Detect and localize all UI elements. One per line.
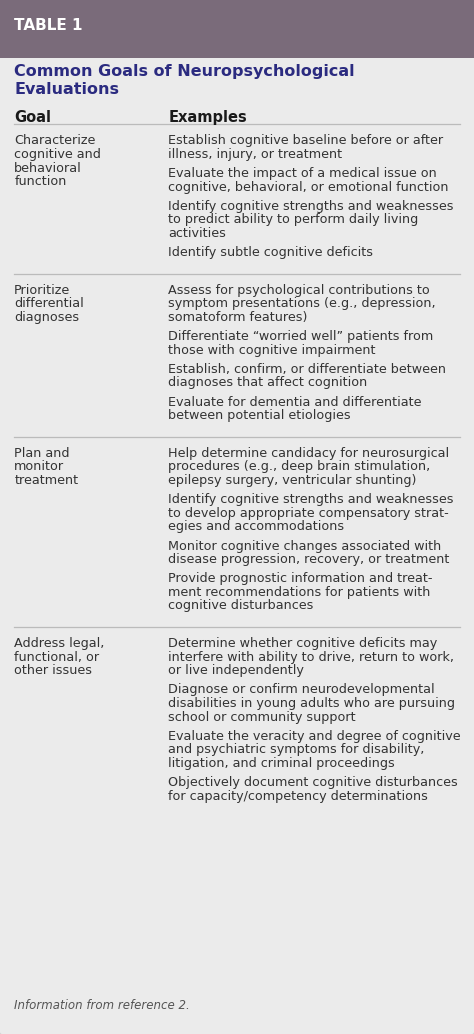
- Text: illness, injury, or treatment: illness, injury, or treatment: [168, 148, 342, 161]
- Text: Identify cognitive strengths and weaknesses: Identify cognitive strengths and weaknes…: [168, 200, 454, 213]
- Text: Prioritize: Prioritize: [14, 283, 71, 297]
- Text: between potential etiologies: between potential etiologies: [168, 409, 351, 422]
- Text: Objectively document cognitive disturbances: Objectively document cognitive disturban…: [168, 777, 458, 789]
- Text: ment recommendations for patients with: ment recommendations for patients with: [168, 586, 431, 599]
- Text: and psychiatric symptoms for disability,: and psychiatric symptoms for disability,: [168, 743, 425, 757]
- Text: Establish cognitive baseline before or after: Establish cognitive baseline before or a…: [168, 134, 443, 148]
- Text: cognitive and: cognitive and: [14, 148, 101, 161]
- Text: or live independently: or live independently: [168, 664, 304, 677]
- Text: activities: activities: [168, 227, 226, 240]
- Text: Address legal,: Address legal,: [14, 637, 105, 650]
- FancyBboxPatch shape: [0, 0, 474, 58]
- Text: epilepsy surgery, ventricular shunting): epilepsy surgery, ventricular shunting): [168, 474, 417, 487]
- Text: those with cognitive impairment: those with cognitive impairment: [168, 343, 376, 357]
- Text: school or community support: school or community support: [168, 710, 356, 724]
- Text: Help determine candidacy for neurosurgical: Help determine candidacy for neurosurgic…: [168, 447, 449, 460]
- Text: Determine whether cognitive deficits may: Determine whether cognitive deficits may: [168, 637, 438, 650]
- Text: procedures (e.g., deep brain stimulation,: procedures (e.g., deep brain stimulation…: [168, 460, 430, 474]
- Text: TABLE 1: TABLE 1: [14, 19, 83, 33]
- Text: litigation, and criminal proceedings: litigation, and criminal proceedings: [168, 757, 395, 770]
- Text: Evaluate the impact of a medical issue on: Evaluate the impact of a medical issue o…: [168, 168, 437, 180]
- Text: cognitive, behavioral, or emotional function: cognitive, behavioral, or emotional func…: [168, 181, 449, 193]
- Text: differential: differential: [14, 298, 84, 310]
- Text: Evaluate the veracity and degree of cognitive: Evaluate the veracity and degree of cogn…: [168, 730, 461, 742]
- Text: diagnoses: diagnoses: [14, 311, 79, 324]
- Text: Identify subtle cognitive deficits: Identify subtle cognitive deficits: [168, 246, 373, 260]
- Text: Common Goals of Neuropsychological: Common Goals of Neuropsychological: [14, 64, 355, 79]
- Text: for capacity/competency determinations: for capacity/competency determinations: [168, 790, 428, 802]
- Text: Monitor cognitive changes associated with: Monitor cognitive changes associated wit…: [168, 540, 441, 552]
- Text: Plan and: Plan and: [14, 447, 70, 460]
- Text: Evaluate for dementia and differentiate: Evaluate for dementia and differentiate: [168, 396, 422, 408]
- Text: Provide prognostic information and treat-: Provide prognostic information and treat…: [168, 572, 433, 585]
- Text: Evaluations: Evaluations: [14, 82, 119, 97]
- Text: Diagnose or confirm neurodevelopmental: Diagnose or confirm neurodevelopmental: [168, 683, 435, 697]
- Text: Examples: Examples: [168, 110, 247, 125]
- Text: disabilities in young adults who are pursuing: disabilities in young adults who are pur…: [168, 697, 455, 710]
- Text: somatoform features): somatoform features): [168, 311, 308, 324]
- Text: interfere with ability to drive, return to work,: interfere with ability to drive, return …: [168, 650, 454, 664]
- Text: cognitive disturbances: cognitive disturbances: [168, 600, 314, 612]
- Text: to develop appropriate compensatory strat-: to develop appropriate compensatory stra…: [168, 507, 449, 520]
- Text: monitor: monitor: [14, 460, 64, 474]
- Text: behavioral: behavioral: [14, 161, 82, 175]
- Text: other issues: other issues: [14, 664, 92, 677]
- Text: function: function: [14, 175, 66, 188]
- Bar: [0, 0, 474, 52]
- Text: Establish, confirm, or differentiate between: Establish, confirm, or differentiate bet…: [168, 363, 446, 375]
- Text: Identify cognitive strengths and weaknesses: Identify cognitive strengths and weaknes…: [168, 493, 454, 507]
- Text: Characterize: Characterize: [14, 134, 96, 148]
- Text: Goal: Goal: [14, 110, 51, 125]
- Text: disease progression, recovery, or treatment: disease progression, recovery, or treatm…: [168, 553, 450, 567]
- Text: egies and accommodations: egies and accommodations: [168, 520, 345, 534]
- Text: Information from reference 2.: Information from reference 2.: [14, 999, 190, 1012]
- Text: treatment: treatment: [14, 474, 78, 487]
- Text: to predict ability to perform daily living: to predict ability to perform daily livi…: [168, 213, 419, 226]
- Text: symptom presentations (e.g., depression,: symptom presentations (e.g., depression,: [168, 298, 436, 310]
- Text: Assess for psychological contributions to: Assess for psychological contributions t…: [168, 283, 430, 297]
- Text: diagnoses that affect cognition: diagnoses that affect cognition: [168, 376, 367, 390]
- Text: functional, or: functional, or: [14, 650, 100, 664]
- Text: Differentiate “worried well” patients from: Differentiate “worried well” patients fr…: [168, 330, 434, 343]
